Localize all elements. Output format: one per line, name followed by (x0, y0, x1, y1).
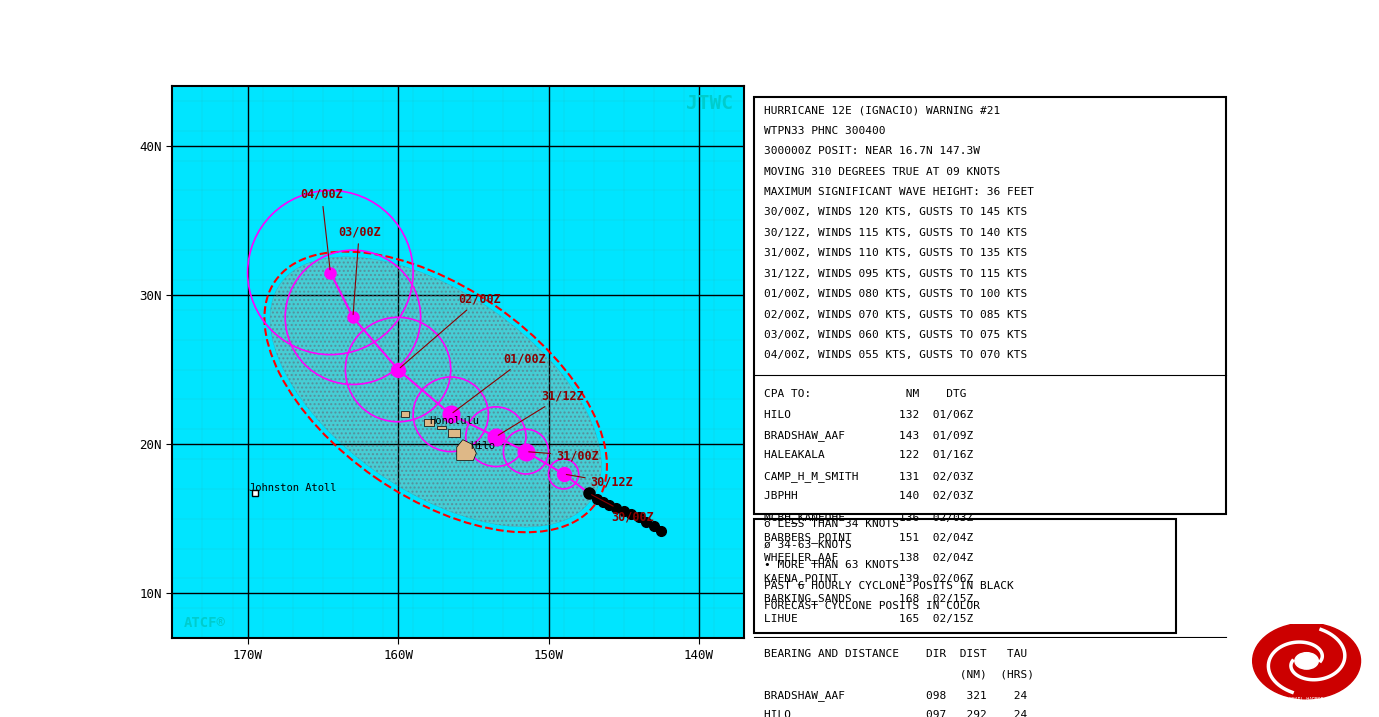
Text: 04/00Z: 04/00Z (301, 188, 343, 270)
Polygon shape (437, 426, 447, 429)
FancyBboxPatch shape (754, 97, 1226, 514)
Text: FORECAST CYCLONE POSITS IN COLOR: FORECAST CYCLONE POSITS IN COLOR (764, 601, 980, 611)
Text: HURRICANE 12E (IGNACIO) WARNING #21: HURRICANE 12E (IGNACIO) WARNING #21 (764, 105, 1000, 115)
Text: ATCF®: ATCF® (183, 616, 226, 630)
Text: PAST 6 HOURLY CYCLONE POSITS IN BLACK: PAST 6 HOURLY CYCLONE POSITS IN BLACK (764, 581, 1014, 591)
Text: Hilo: Hilo (470, 442, 495, 452)
Ellipse shape (270, 257, 601, 527)
Text: 31/00Z: 31/00Z (528, 449, 598, 462)
Text: 03/00Z: 03/00Z (338, 225, 381, 315)
Text: WHEELER_AAF         138  02/04Z: WHEELER_AAF 138 02/04Z (764, 553, 974, 564)
Text: MCBH_KANEOHE        136  02/03Z: MCBH_KANEOHE 136 02/03Z (764, 512, 974, 523)
Text: WTPN33 PHNC 300400: WTPN33 PHNC 300400 (764, 125, 885, 136)
Text: 01/00Z, WINDS 080 KTS, GUSTS TO 100 KTS: 01/00Z, WINDS 080 KTS, GUSTS TO 100 KTS (764, 289, 1027, 299)
Text: 300000Z POSIT: NEAR 16.7N 147.3W: 300000Z POSIT: NEAR 16.7N 147.3W (764, 146, 980, 156)
Text: HALEAKALA           122  01/16Z: HALEAKALA 122 01/16Z (764, 450, 974, 460)
Text: 31/12Z: 31/12Z (498, 389, 583, 435)
Polygon shape (456, 440, 476, 460)
Text: 31/12Z, WINDS 095 KTS, GUSTS TO 115 KTS: 31/12Z, WINDS 095 KTS, GUSTS TO 115 KTS (764, 269, 1027, 279)
Text: JBPHH               140  02/03Z: JBPHH 140 02/03Z (764, 491, 974, 501)
Circle shape (1295, 652, 1318, 669)
FancyBboxPatch shape (754, 519, 1176, 632)
Polygon shape (423, 419, 434, 426)
Text: MAXIMUM SIGNIFICANT WAVE HEIGHT: 36 FEET: MAXIMUM SIGNIFICANT WAVE HEIGHT: 36 FEET (764, 187, 1034, 197)
Text: 30/00Z: 30/00Z (592, 495, 655, 523)
Text: • MORE THAN 63 KNOTS: • MORE THAN 63 KNOTS (764, 560, 899, 570)
Text: Johnston Atoll: Johnston Atoll (250, 483, 336, 493)
Text: 03/00Z, WINDS 060 KTS, GUSTS TO 075 KTS: 03/00Z, WINDS 060 KTS, GUSTS TO 075 KTS (764, 330, 1027, 340)
Text: CPA TO:              NM    DTG: CPA TO: NM DTG (764, 389, 967, 399)
Text: CAMP_H_M_SMITH      131  02/03Z: CAMP_H_M_SMITH 131 02/03Z (764, 471, 974, 482)
Text: 30/00Z, WINDS 120 KTS, GUSTS TO 145 KTS: 30/00Z, WINDS 120 KTS, GUSTS TO 145 KTS (764, 207, 1027, 217)
Text: KAENA_POINT         139  02/06Z: KAENA_POINT 139 02/06Z (764, 573, 974, 584)
Text: HILO                    097   292    24: HILO 097 292 24 (764, 711, 1027, 717)
Text: HILO                132  01/06Z: HILO 132 01/06Z (764, 409, 974, 419)
Text: o LESS THAN 34 KNOTS: o LESS THAN 34 KNOTS (764, 519, 899, 529)
Text: HAWAII: HAWAII (1298, 702, 1316, 707)
Text: BARBERS_POINT       151  02/04Z: BARBERS_POINT 151 02/04Z (764, 532, 974, 543)
Text: 04/00Z, WINDS 055 KTS, GUSTS TO 070 KTS: 04/00Z, WINDS 055 KTS, GUSTS TO 070 KTS (764, 351, 1027, 361)
Text: 31/00Z, WINDS 110 KTS, GUSTS TO 135 KTS: 31/00Z, WINDS 110 KTS, GUSTS TO 135 KTS (764, 248, 1027, 258)
Polygon shape (401, 412, 408, 417)
Text: Honolulu: Honolulu (429, 416, 479, 426)
Polygon shape (448, 429, 459, 437)
Text: 30/12Z, WINDS 115 KTS, GUSTS TO 140 KTS: 30/12Z, WINDS 115 KTS, GUSTS TO 140 KTS (764, 228, 1027, 238)
Circle shape (1252, 623, 1361, 699)
Text: 30/12Z: 30/12Z (567, 475, 633, 489)
Text: (NM)  (HRS): (NM) (HRS) (764, 670, 1034, 680)
Text: 01/00Z: 01/00Z (452, 352, 546, 413)
Text: 02/00Z, WINDS 070 KTS, GUSTS TO 085 KTS: 02/00Z, WINDS 070 KTS, GUSTS TO 085 KTS (764, 310, 1027, 320)
Text: BEARING AND DISTANCE    DIR  DIST   TAU: BEARING AND DISTANCE DIR DIST TAU (764, 649, 1027, 659)
Text: BRADSHAW_AAF        143  01/09Z: BRADSHAW_AAF 143 01/09Z (764, 430, 974, 441)
Text: PEARL HARBOR: PEARL HARBOR (1289, 697, 1324, 702)
Text: JTWC: JTWC (685, 95, 732, 113)
Text: 02/00Z: 02/00Z (400, 293, 501, 368)
Text: BARKING_SANDS       168  02/15Z: BARKING_SANDS 168 02/15Z (764, 594, 974, 604)
Text: ø 34-63 KNOTS: ø 34-63 KNOTS (764, 540, 852, 550)
Text: BRADSHAW_AAF            098   321    24: BRADSHAW_AAF 098 321 24 (764, 690, 1027, 701)
Text: LIHUE               165  02/15Z: LIHUE 165 02/15Z (764, 614, 974, 624)
Text: MOVING 310 DEGREES TRUE AT 09 KNOTS: MOVING 310 DEGREES TRUE AT 09 KNOTS (764, 166, 1000, 176)
